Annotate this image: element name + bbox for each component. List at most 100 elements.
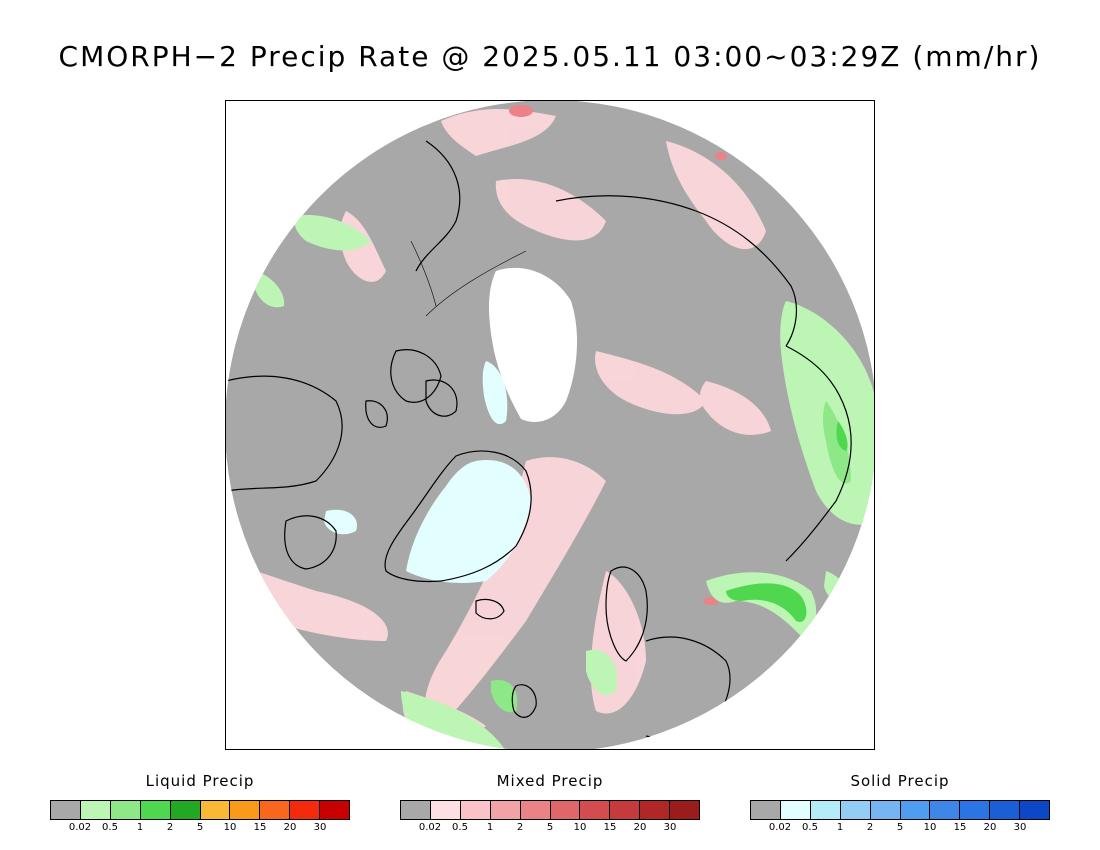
mixed-precip-heavy-layer bbox=[509, 105, 727, 605]
chart-title: CMORPH−2 Precip Rate @ 2025.05.11 03:00~… bbox=[58, 40, 1042, 73]
liquid-precip-patch bbox=[253, 271, 285, 308]
legend-swatch bbox=[751, 801, 781, 819]
liquid-precip-patch bbox=[491, 680, 518, 713]
legend-swatch bbox=[460, 801, 491, 819]
legend-tick-label: 1 bbox=[486, 822, 494, 833]
canadian-archipelago-coast bbox=[365, 349, 458, 428]
liquid-precip-patch bbox=[823, 401, 851, 484]
siberia-coast bbox=[555, 195, 797, 347]
legend-tick-label: 1 bbox=[136, 822, 144, 833]
legend-swatch bbox=[520, 801, 551, 819]
boundary-line bbox=[410, 240, 437, 307]
legend-tick-label: 2 bbox=[516, 822, 524, 833]
legend-swatch bbox=[320, 801, 350, 819]
legend-swatch bbox=[200, 801, 231, 819]
boundary-line bbox=[425, 250, 527, 317]
legend-tick-label: 10 bbox=[223, 822, 237, 833]
legend-ticks: 0.02 0.5 1 2 5 10 15 20 30 bbox=[50, 820, 350, 834]
legend-tick-label: 5 bbox=[196, 822, 204, 833]
no-data-region bbox=[489, 267, 578, 422]
greenland-coast bbox=[384, 450, 532, 583]
legend-tick-label: 15 bbox=[953, 822, 967, 833]
mixed-precip-patch bbox=[666, 141, 766, 250]
boundaries bbox=[410, 240, 527, 317]
legend-swatch bbox=[990, 801, 1021, 819]
asia-coast bbox=[785, 345, 852, 562]
legend-swatch bbox=[640, 801, 671, 819]
legend-swatch bbox=[960, 801, 991, 819]
solid-precip-layer bbox=[324, 361, 531, 583]
british-isles-coast bbox=[511, 684, 537, 718]
legend-tick-label: 2 bbox=[166, 822, 174, 833]
mixed-precip-heavy bbox=[509, 105, 533, 117]
legend-swatch bbox=[430, 801, 461, 819]
legend-tick-label: 2 bbox=[866, 822, 874, 833]
iceland-coast bbox=[475, 598, 505, 620]
legend-swatch bbox=[780, 801, 811, 819]
legend-tick-label: 20 bbox=[983, 822, 997, 833]
solid-precip-patch bbox=[482, 361, 508, 425]
legend-tick-label: 10 bbox=[573, 822, 587, 833]
mixed-precip-patch bbox=[495, 179, 606, 241]
solid-precip-patch bbox=[406, 460, 531, 583]
legend-mixed: Mixed Precip 0.02 0.5 1 2 5 10 15 20 30 bbox=[400, 772, 700, 834]
legend-tick-label: 0.02 bbox=[768, 822, 792, 833]
legend-tick-label: 30 bbox=[1013, 822, 1027, 833]
alaska-coast bbox=[415, 140, 461, 272]
legend-swatch bbox=[230, 801, 261, 819]
legend-title: Solid Precip bbox=[850, 772, 950, 790]
solid-precip-patch bbox=[324, 509, 357, 535]
mixed-precip-patch bbox=[595, 351, 706, 415]
legend-solid: Solid Precip 0.02 0.5 1 2 5 10 15 20 30 bbox=[750, 772, 1050, 834]
legend-tick-label: 15 bbox=[603, 822, 617, 833]
mixed-precip-patch bbox=[441, 109, 556, 156]
legend-tick-label: 30 bbox=[663, 822, 677, 833]
legend-swatch bbox=[290, 801, 321, 819]
polar-map bbox=[226, 101, 874, 749]
legend-swatch bbox=[870, 801, 901, 819]
legend-ticks: 0.02 0.5 1 2 5 10 15 20 30 bbox=[400, 820, 700, 834]
north-america-coast bbox=[226, 375, 343, 492]
legend-swatch bbox=[840, 801, 871, 819]
legend-tick-label: 15 bbox=[253, 822, 267, 833]
scandinavia-coast bbox=[605, 566, 648, 662]
liquid-precip-patch bbox=[836, 421, 848, 451]
legend-swatch bbox=[810, 801, 841, 819]
legend-tick-label: 10 bbox=[923, 822, 937, 833]
legend-swatch bbox=[260, 801, 291, 819]
mixed-precip-heavy bbox=[715, 152, 727, 160]
legend-tick-label: 0.02 bbox=[68, 822, 92, 833]
legend-title: Mixed Precip bbox=[496, 772, 604, 790]
legend-swatch bbox=[80, 801, 111, 819]
legend-tick-label: 0.02 bbox=[418, 822, 442, 833]
legend-title: Liquid Precip bbox=[145, 772, 255, 790]
legend-swatch bbox=[930, 801, 961, 819]
legend-swatch bbox=[490, 801, 521, 819]
legend-tick-label: 30 bbox=[313, 822, 327, 833]
liquid-precip-patch bbox=[586, 650, 617, 695]
liquid-precip-patch bbox=[726, 583, 807, 622]
hudson-bay-coast bbox=[284, 515, 337, 570]
legend-color-bar bbox=[400, 800, 700, 820]
mixed-precip-patch bbox=[700, 381, 771, 435]
map-panel bbox=[225, 100, 875, 750]
legend-swatch bbox=[170, 801, 201, 819]
mixed-precip-heavy bbox=[703, 597, 719, 605]
legend-color-bar bbox=[750, 800, 1050, 820]
legend-swatch bbox=[140, 801, 171, 819]
legend-swatch bbox=[580, 801, 611, 819]
legend-tick-label: 0.5 bbox=[802, 822, 818, 833]
legend-swatch bbox=[401, 801, 431, 819]
legend-swatch bbox=[1020, 801, 1050, 819]
legend-tick-label: 0.5 bbox=[452, 822, 468, 833]
legend-swatch bbox=[550, 801, 581, 819]
legend-color-bar bbox=[50, 800, 350, 820]
legend-tick-label: 20 bbox=[633, 822, 647, 833]
legend-swatch bbox=[610, 801, 641, 819]
legend-swatch bbox=[900, 801, 931, 819]
legend-tick-label: 5 bbox=[896, 822, 904, 833]
legend-tick-label: 0.5 bbox=[102, 822, 118, 833]
liquid-precip-patch bbox=[294, 215, 371, 251]
mixed-precip-patch bbox=[226, 561, 388, 641]
legend-swatch bbox=[51, 801, 81, 819]
